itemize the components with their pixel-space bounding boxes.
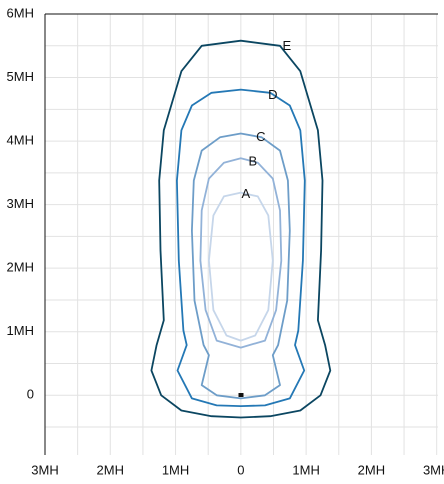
x-tick-label: 1MH xyxy=(162,462,189,477)
y-tick-label: 0 xyxy=(27,387,34,402)
contours xyxy=(150,39,332,419)
x-tick-label: 3MH xyxy=(31,462,58,477)
x-tick-label: 0 xyxy=(237,462,244,477)
y-tick-label: 2MH xyxy=(7,260,34,275)
contour-label: C xyxy=(256,129,265,144)
y-tick-label: 6MH xyxy=(7,5,34,20)
contour-label: B xyxy=(249,154,258,169)
y-tick-label: 1MH xyxy=(7,323,34,338)
x-tick-label: 3MH xyxy=(423,462,444,477)
contour-line xyxy=(191,132,291,400)
contour-line xyxy=(208,191,274,342)
contour-line xyxy=(150,39,332,419)
contour-label: D xyxy=(268,87,277,102)
grid xyxy=(44,13,438,455)
y-tick-label: 3MH xyxy=(7,196,34,211)
x-tick-label: 1MH xyxy=(292,462,319,477)
x-tick-label: 2MH xyxy=(97,462,124,477)
contour-line xyxy=(176,88,306,407)
contour-label: E xyxy=(283,38,292,53)
source-marker xyxy=(238,393,244,397)
contour-line xyxy=(199,157,283,349)
labels: E D CB A xyxy=(242,38,292,201)
y-tick-label: 5MH xyxy=(7,69,34,84)
x-tick-label: 2MH xyxy=(358,462,385,477)
y-tick-label: 4MH xyxy=(7,133,34,148)
contour-label: A xyxy=(242,186,251,201)
